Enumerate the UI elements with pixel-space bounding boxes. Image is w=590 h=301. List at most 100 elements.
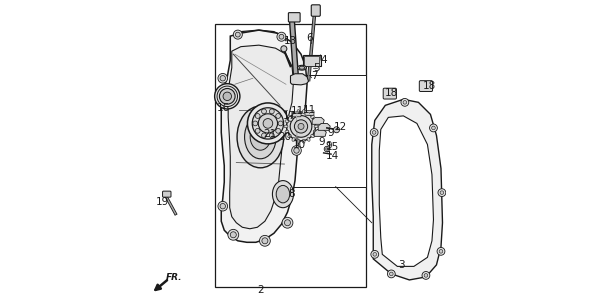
- Text: 19: 19: [155, 197, 169, 207]
- Ellipse shape: [311, 135, 314, 138]
- Circle shape: [223, 92, 231, 101]
- Circle shape: [215, 84, 240, 109]
- Circle shape: [440, 191, 444, 194]
- Circle shape: [291, 146, 301, 155]
- Circle shape: [403, 101, 407, 104]
- Circle shape: [389, 272, 393, 276]
- Bar: [215, 24, 366, 287]
- Ellipse shape: [237, 106, 284, 168]
- Circle shape: [290, 116, 312, 137]
- FancyBboxPatch shape: [305, 110, 314, 115]
- Circle shape: [388, 270, 395, 278]
- Ellipse shape: [302, 110, 305, 113]
- Text: 7: 7: [312, 71, 318, 81]
- Circle shape: [255, 113, 260, 118]
- Ellipse shape: [284, 125, 288, 128]
- Ellipse shape: [285, 130, 289, 133]
- Circle shape: [432, 126, 435, 130]
- Bar: [303, 55, 320, 66]
- Polygon shape: [318, 123, 330, 130]
- Text: 9: 9: [319, 137, 326, 147]
- Circle shape: [270, 109, 274, 114]
- Circle shape: [228, 229, 239, 240]
- Circle shape: [424, 274, 428, 277]
- Circle shape: [371, 250, 379, 258]
- FancyBboxPatch shape: [383, 88, 396, 99]
- Circle shape: [373, 253, 376, 256]
- Polygon shape: [314, 129, 326, 136]
- Circle shape: [258, 114, 277, 133]
- Circle shape: [262, 238, 268, 244]
- Ellipse shape: [297, 65, 306, 70]
- Circle shape: [278, 121, 283, 126]
- Circle shape: [430, 124, 437, 132]
- Circle shape: [230, 232, 237, 238]
- Circle shape: [218, 201, 228, 211]
- Circle shape: [255, 129, 260, 133]
- Ellipse shape: [276, 185, 290, 203]
- Text: 5: 5: [314, 63, 320, 73]
- Circle shape: [279, 34, 284, 39]
- Text: FR.: FR.: [166, 273, 183, 282]
- Text: 15: 15: [326, 142, 339, 153]
- Text: 14: 14: [326, 151, 339, 161]
- Circle shape: [437, 247, 445, 255]
- Text: 17: 17: [283, 111, 297, 122]
- Text: 18: 18: [385, 88, 398, 98]
- Circle shape: [281, 46, 287, 52]
- Circle shape: [261, 133, 267, 138]
- Circle shape: [333, 127, 340, 133]
- Circle shape: [438, 189, 446, 197]
- Circle shape: [294, 148, 299, 153]
- Circle shape: [326, 148, 328, 150]
- Circle shape: [217, 86, 238, 107]
- Circle shape: [233, 30, 242, 39]
- Circle shape: [276, 113, 281, 118]
- Ellipse shape: [313, 120, 317, 123]
- Circle shape: [263, 119, 273, 128]
- Text: 10: 10: [293, 140, 306, 150]
- Ellipse shape: [307, 138, 310, 141]
- Ellipse shape: [245, 115, 276, 159]
- Text: 4: 4: [321, 55, 327, 65]
- Ellipse shape: [297, 110, 300, 113]
- Circle shape: [288, 116, 293, 121]
- Circle shape: [219, 88, 235, 104]
- Polygon shape: [290, 74, 309, 85]
- Text: 9: 9: [328, 128, 335, 138]
- Circle shape: [294, 120, 307, 133]
- Circle shape: [284, 220, 290, 226]
- Ellipse shape: [288, 135, 291, 138]
- Circle shape: [324, 146, 330, 152]
- Circle shape: [401, 98, 409, 106]
- Polygon shape: [379, 116, 434, 266]
- Circle shape: [298, 123, 304, 129]
- Ellipse shape: [292, 112, 295, 115]
- Polygon shape: [312, 117, 324, 124]
- Circle shape: [220, 203, 225, 209]
- Circle shape: [422, 272, 430, 279]
- Circle shape: [247, 103, 289, 144]
- Ellipse shape: [311, 115, 314, 118]
- Text: 3: 3: [398, 260, 405, 270]
- Circle shape: [287, 112, 316, 141]
- Circle shape: [270, 133, 274, 138]
- Circle shape: [220, 76, 225, 81]
- Text: 9: 9: [326, 141, 332, 151]
- Circle shape: [218, 73, 228, 83]
- Circle shape: [439, 250, 442, 253]
- Ellipse shape: [250, 124, 271, 150]
- Circle shape: [253, 121, 258, 126]
- FancyBboxPatch shape: [163, 191, 171, 197]
- Ellipse shape: [314, 125, 318, 128]
- Text: 20: 20: [278, 132, 291, 142]
- Text: 2: 2: [257, 285, 264, 296]
- Bar: [286, 75, 366, 187]
- Circle shape: [235, 32, 240, 37]
- Circle shape: [260, 235, 270, 246]
- Circle shape: [276, 129, 281, 133]
- Polygon shape: [228, 45, 293, 229]
- Text: 13: 13: [284, 36, 297, 46]
- Circle shape: [372, 131, 376, 134]
- Ellipse shape: [313, 130, 317, 133]
